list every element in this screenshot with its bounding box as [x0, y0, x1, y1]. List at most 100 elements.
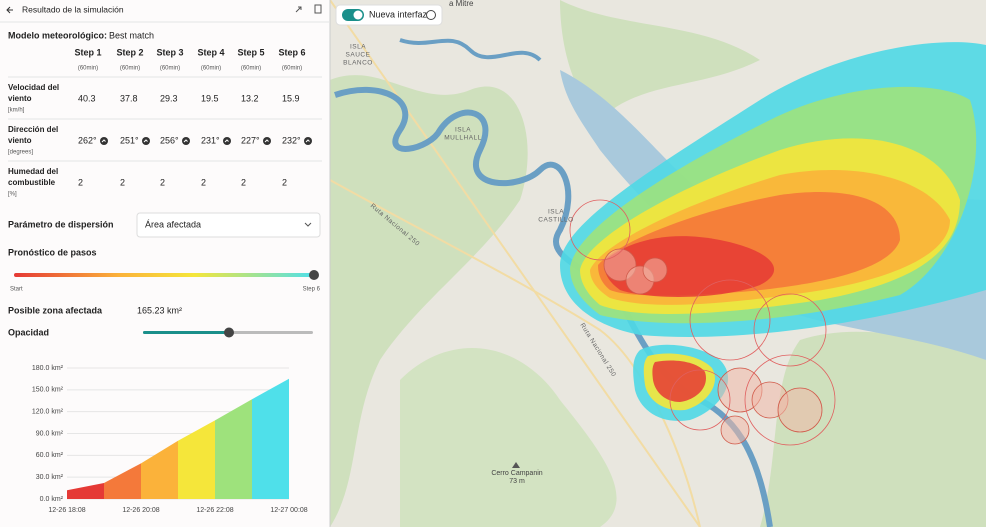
area-segment: [215, 399, 252, 499]
direction-arrow: [305, 139, 310, 143]
column-duration: (60min): [160, 66, 180, 72]
panel-title: Resultado de la simulación: [22, 4, 124, 14]
row-unit: [degrees]: [8, 150, 33, 156]
cell: 262°: [78, 135, 97, 145]
map-label: a Mitre: [449, 0, 474, 8]
x-tick-label: 12-26 20:08: [122, 507, 159, 514]
direction-arrow: [224, 139, 229, 143]
road: [329, 0, 701, 528]
row-label: Dirección del: [8, 125, 58, 134]
y-tick-label: 0.0 km²: [40, 496, 64, 503]
column-header: Step 1: [74, 47, 101, 57]
peak-icon: [512, 462, 520, 468]
row-label: viento: [8, 136, 32, 145]
fire-spots: [603, 248, 823, 445]
cell: 29.3: [160, 93, 178, 103]
cell: 2: [241, 177, 246, 187]
cell: 256°: [160, 135, 179, 145]
direction-icon: [100, 137, 108, 145]
road: [329, 179, 701, 528]
info-icon[interactable]: [426, 10, 436, 20]
map-label: Cerro Campanin: [491, 470, 542, 477]
cell: 2: [160, 177, 165, 187]
cell: 251°: [120, 135, 139, 145]
area-segment: [67, 482, 104, 499]
map-label: ISLA: [455, 127, 471, 134]
area-segment: [141, 440, 178, 499]
column-header: Step 2: [116, 47, 143, 57]
map-label: 73 m: [509, 478, 525, 485]
opacity-knob[interactable]: [224, 327, 234, 338]
y-tick-label: 60.0 km²: [36, 452, 64, 459]
direction-icon: [263, 137, 271, 145]
cell: 13.2: [241, 93, 259, 103]
steps-label: Pronóstico de pasos: [8, 247, 97, 257]
steps-slider-knob[interactable]: [309, 270, 319, 280]
area-value: 165.23 km²: [137, 305, 182, 315]
cell: 2: [78, 177, 83, 187]
direction-icon: [142, 137, 150, 145]
column-header: Step 5: [237, 47, 264, 57]
area-label: Posible zona afectada: [8, 305, 103, 315]
dispersion-select[interactable]: [136, 212, 321, 238]
vegetation: [560, 0, 760, 120]
toggle-box[interactable]: [335, 4, 443, 26]
direction-arrow: [143, 139, 148, 143]
cell: 2: [282, 177, 287, 187]
column-header: Step 3: [156, 47, 183, 57]
direction-arrow: [101, 139, 106, 143]
share-button[interactable]: [295, 6, 302, 13]
area-segment: [104, 463, 141, 499]
row-unit: [%]: [8, 192, 17, 198]
map-label: ISLA: [548, 209, 564, 216]
model-label: Modelo meteorológico:: [8, 30, 107, 40]
column-duration: (60min): [120, 66, 140, 72]
cell: 40.3: [78, 93, 96, 103]
steps-end: Step 6: [303, 287, 321, 293]
y-tick-label: 30.0 km²: [36, 474, 64, 481]
toggle-knob: [353, 10, 363, 20]
x-tick-label: 12-27 00:08: [270, 507, 307, 514]
direction-icon: [304, 137, 312, 145]
y-tick-label: 120.0 km²: [32, 409, 64, 416]
vegetation: [760, 331, 986, 527]
cell: 232°: [282, 135, 301, 145]
steps-slider-track[interactable]: [14, 273, 314, 277]
back-button[interactable]: [6, 6, 13, 14]
direction-icon: [223, 137, 231, 145]
model-value: Best match: [109, 30, 154, 40]
row-unit: [km/h]: [8, 108, 25, 114]
opacity-fill: [143, 331, 229, 334]
row-label: Velocidad del: [8, 83, 59, 92]
cell: 2: [201, 177, 206, 187]
cell: 37.8: [120, 93, 138, 103]
direction-arrow: [264, 139, 269, 143]
select-arrow: [304, 222, 312, 227]
column-duration: (60min): [201, 66, 221, 72]
area-segment: [252, 378, 289, 499]
column-header: Step 4: [197, 47, 224, 57]
opacity-label: Opacidad: [8, 327, 49, 337]
cell: 15.9: [282, 93, 300, 103]
fire-ranges: [569, 199, 836, 446]
dispersion-value: Área afectada: [145, 219, 201, 229]
row-label: viento: [8, 94, 32, 103]
cell: 19.5: [201, 93, 219, 103]
map-label: CASTILLO: [538, 217, 573, 224]
dispersion-label: Parámetro de dispersión: [8, 219, 114, 229]
x-tick-label: 12-26 18:08: [48, 507, 85, 514]
column-header: Step 6: [278, 47, 305, 57]
area-segment: [178, 420, 215, 499]
direction-arrow: [183, 139, 188, 143]
y-tick-label: 90.0 km²: [36, 430, 64, 437]
map-label: SAUCE: [346, 52, 371, 59]
download-button[interactable]: [314, 4, 322, 14]
cell: 231°: [201, 135, 220, 145]
side-panel: Resultado de la simulación Modelo meteor…: [0, 0, 331, 527]
row-label: Humedad del: [8, 167, 58, 176]
row-label: combustible: [8, 178, 56, 187]
toggle-label: Nueva interfaz: [369, 9, 428, 19]
map: a MitreISLASAUCEBLANCOISLAMULLHALLISLACA…: [329, 0, 986, 528]
map-label: MULLHALL: [444, 135, 482, 142]
